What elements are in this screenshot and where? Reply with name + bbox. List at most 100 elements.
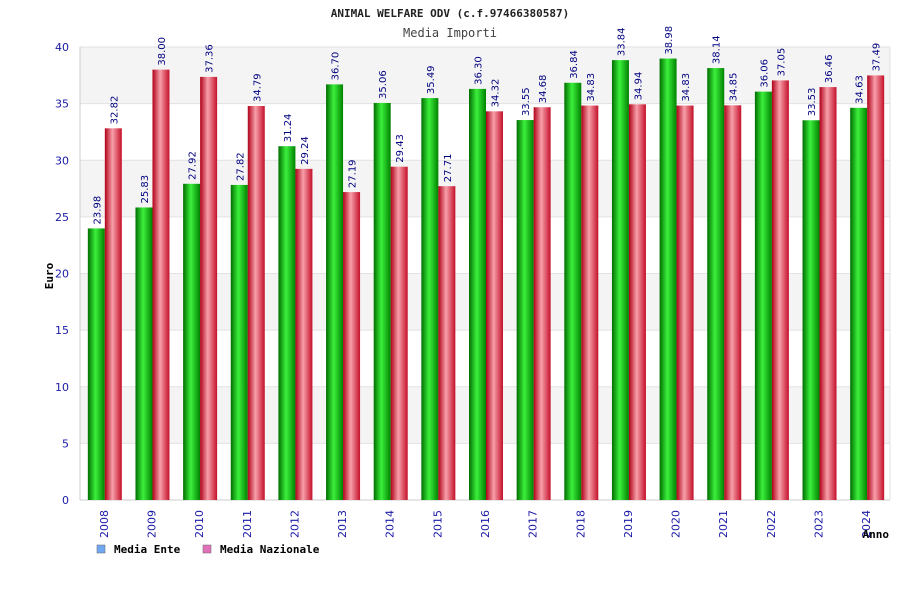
chart-title: ANIMAL WELFARE ODV (c.f.97466380587)	[331, 7, 569, 20]
bar	[771, 80, 789, 500]
x-tick-label: 2015	[431, 510, 444, 538]
bar	[152, 69, 170, 501]
y-tick-label: 30	[55, 154, 69, 167]
x-tick-label: 2017	[527, 510, 540, 538]
plot-area: 0 5 10 15 20 25 30 35 40 23.98 32.82 2008 25.83 38.00…	[55, 26, 891, 538]
x-tick-label: 2008	[98, 510, 111, 538]
y-tick-label: 25	[55, 211, 69, 224]
x-tick-label: 2013	[336, 510, 349, 538]
x-tick-label: 2010	[193, 510, 206, 538]
x-tick-label: 2019	[622, 510, 635, 538]
bar	[754, 91, 772, 501]
bar	[200, 76, 218, 500]
x-tick-label: 2016	[479, 510, 492, 538]
legend-label: Media Ente	[114, 543, 181, 556]
y-tick-label: 15	[55, 324, 69, 337]
y-tick-label: 35	[55, 98, 69, 111]
bar	[628, 104, 646, 500]
data-label: 29.24	[300, 136, 311, 165]
bar	[724, 105, 742, 500]
data-label: 31.24	[283, 114, 294, 143]
x-tick-label: 2014	[384, 510, 397, 538]
y-axis-label: Euro	[43, 262, 56, 289]
bar	[533, 107, 551, 501]
y-tick-label: 0	[62, 494, 69, 507]
data-label: 38.00	[157, 37, 168, 66]
bar	[564, 82, 582, 501]
bar	[486, 111, 503, 501]
data-label: 23.98	[92, 196, 103, 225]
data-label: 33.55	[521, 87, 532, 116]
data-label: 35.49	[426, 65, 437, 94]
data-label: 38.14	[712, 35, 723, 64]
data-label: 34.63	[855, 75, 866, 104]
bar	[104, 128, 122, 500]
bar	[373, 102, 391, 501]
x-tick-label: 2012	[288, 510, 301, 538]
x-tick-label: 2011	[241, 510, 254, 538]
bar	[659, 58, 677, 500]
bar	[343, 192, 361, 501]
legend-swatch	[202, 544, 212, 554]
bar	[707, 68, 725, 500]
data-label: 37.36	[205, 44, 216, 73]
y-tick-label: 10	[55, 381, 69, 394]
bar	[295, 168, 313, 500]
x-tick-label: 2023	[813, 510, 826, 538]
y-tick-label: 5	[62, 437, 69, 450]
x-tick-label: 2018	[574, 510, 587, 538]
bar	[230, 184, 248, 500]
data-label: 25.83	[140, 175, 151, 204]
bar	[278, 146, 296, 500]
data-label: 34.68	[538, 75, 549, 104]
bar	[87, 228, 105, 500]
data-label: 37.05	[776, 48, 787, 77]
data-label: 34.32	[491, 79, 502, 108]
y-tick-label: 40	[55, 41, 69, 54]
bar	[802, 120, 820, 500]
data-label: 27.92	[188, 151, 199, 180]
bar	[390, 166, 408, 500]
data-label: 34.83	[586, 73, 597, 102]
bar	[676, 105, 694, 501]
data-label: 34.94	[633, 72, 644, 101]
chart-subtitle: Media Importi	[403, 26, 497, 40]
bar	[867, 75, 885, 500]
x-axis-label: Anno	[863, 528, 890, 541]
y-tick-label: 20	[55, 268, 69, 281]
bar	[469, 88, 486, 500]
data-label: 34.83	[681, 73, 692, 102]
bar	[135, 207, 153, 500]
legend-swatch	[96, 544, 106, 554]
data-label: 37.49	[872, 43, 883, 72]
data-label: 33.53	[807, 88, 818, 117]
x-tick-label: 2020	[670, 510, 683, 538]
bar	[516, 120, 534, 500]
bar	[850, 107, 868, 500]
x-tick-label: 2024	[860, 510, 873, 538]
x-tick-label: 2022	[765, 510, 778, 538]
bar	[421, 98, 439, 501]
data-label: 35.06	[378, 70, 389, 99]
data-label: 36.06	[759, 59, 770, 88]
legend-label: Media Nazionale	[220, 543, 320, 556]
x-tick-label: 2021	[717, 510, 730, 538]
bar	[247, 106, 265, 501]
data-label: 36.84	[569, 50, 580, 79]
data-label: 32.82	[109, 96, 120, 125]
data-label: 33.84	[616, 27, 627, 56]
data-label: 34.79	[252, 73, 263, 102]
data-label: 36.70	[331, 52, 342, 81]
bar	[581, 105, 599, 501]
legend: Media Ente Media Nazionale	[96, 543, 320, 556]
x-tick-label: 2009	[145, 510, 158, 538]
data-label: 27.71	[443, 154, 454, 183]
bar	[819, 87, 837, 500]
bar	[326, 84, 344, 500]
data-label: 27.82	[235, 152, 246, 181]
data-label: 27.19	[348, 159, 359, 188]
data-label: 36.46	[824, 54, 835, 83]
bar	[438, 186, 456, 500]
data-label: 38.98	[664, 26, 675, 55]
